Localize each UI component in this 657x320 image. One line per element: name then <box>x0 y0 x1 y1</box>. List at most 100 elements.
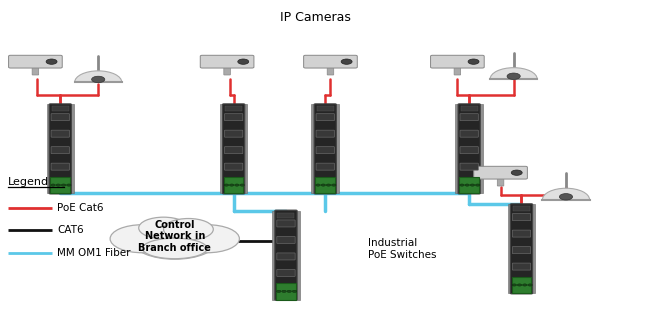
Text: MM OM1 Fiber: MM OM1 Fiber <box>57 248 131 258</box>
FancyBboxPatch shape <box>512 247 531 253</box>
FancyBboxPatch shape <box>304 55 357 68</box>
Circle shape <box>522 284 527 286</box>
FancyBboxPatch shape <box>479 105 483 193</box>
Ellipse shape <box>133 222 217 259</box>
Circle shape <box>91 76 105 83</box>
FancyBboxPatch shape <box>225 114 243 121</box>
FancyBboxPatch shape <box>200 55 254 68</box>
FancyBboxPatch shape <box>275 210 297 300</box>
Text: CAT6: CAT6 <box>57 225 83 236</box>
FancyBboxPatch shape <box>225 130 243 137</box>
FancyBboxPatch shape <box>327 67 334 75</box>
Circle shape <box>229 184 234 186</box>
Circle shape <box>331 184 336 186</box>
Circle shape <box>465 184 470 186</box>
FancyBboxPatch shape <box>315 177 335 193</box>
FancyBboxPatch shape <box>461 106 478 111</box>
FancyBboxPatch shape <box>474 166 528 179</box>
FancyBboxPatch shape <box>311 105 315 193</box>
Circle shape <box>56 184 60 186</box>
FancyBboxPatch shape <box>51 130 70 137</box>
FancyBboxPatch shape <box>512 230 531 237</box>
Circle shape <box>511 170 522 175</box>
Circle shape <box>51 184 55 186</box>
Circle shape <box>559 194 573 200</box>
Text: IP Cameras: IP Cameras <box>280 11 351 24</box>
Circle shape <box>512 284 516 286</box>
FancyBboxPatch shape <box>223 104 245 194</box>
FancyBboxPatch shape <box>510 204 533 294</box>
FancyBboxPatch shape <box>244 105 248 193</box>
FancyBboxPatch shape <box>508 204 512 293</box>
FancyBboxPatch shape <box>430 55 484 68</box>
FancyBboxPatch shape <box>314 104 336 194</box>
FancyBboxPatch shape <box>277 220 295 227</box>
Circle shape <box>224 184 229 186</box>
Wedge shape <box>75 71 122 82</box>
Ellipse shape <box>175 225 239 253</box>
FancyBboxPatch shape <box>454 67 461 75</box>
FancyBboxPatch shape <box>32 67 39 75</box>
FancyBboxPatch shape <box>458 104 480 194</box>
FancyBboxPatch shape <box>497 178 504 186</box>
FancyBboxPatch shape <box>277 253 295 260</box>
Circle shape <box>235 184 239 186</box>
Text: Industrial
PoE Switches: Industrial PoE Switches <box>368 238 436 260</box>
FancyBboxPatch shape <box>512 214 531 220</box>
FancyBboxPatch shape <box>277 213 294 218</box>
FancyBboxPatch shape <box>52 106 69 111</box>
FancyBboxPatch shape <box>455 105 459 193</box>
Circle shape <box>277 290 281 292</box>
Circle shape <box>66 184 71 186</box>
FancyBboxPatch shape <box>220 105 224 193</box>
FancyBboxPatch shape <box>316 147 334 154</box>
Circle shape <box>292 290 297 292</box>
FancyBboxPatch shape <box>296 211 300 300</box>
FancyBboxPatch shape <box>276 283 296 300</box>
FancyBboxPatch shape <box>513 206 530 212</box>
FancyBboxPatch shape <box>459 177 479 193</box>
Circle shape <box>327 184 330 186</box>
Circle shape <box>46 59 57 64</box>
FancyBboxPatch shape <box>51 177 70 193</box>
FancyBboxPatch shape <box>49 104 72 194</box>
FancyBboxPatch shape <box>512 277 532 293</box>
FancyBboxPatch shape <box>47 105 51 193</box>
Circle shape <box>61 184 66 186</box>
Circle shape <box>321 184 326 186</box>
FancyBboxPatch shape <box>224 177 244 193</box>
FancyBboxPatch shape <box>460 114 478 121</box>
FancyBboxPatch shape <box>9 55 62 68</box>
FancyBboxPatch shape <box>316 130 334 137</box>
FancyBboxPatch shape <box>272 211 276 300</box>
FancyBboxPatch shape <box>225 163 243 170</box>
Ellipse shape <box>164 219 214 240</box>
Circle shape <box>460 184 464 186</box>
Circle shape <box>476 184 480 186</box>
Ellipse shape <box>110 225 175 253</box>
FancyBboxPatch shape <box>225 106 242 111</box>
FancyBboxPatch shape <box>277 269 295 276</box>
Circle shape <box>238 59 249 64</box>
FancyBboxPatch shape <box>51 147 70 154</box>
Text: Legend: Legend <box>8 177 49 187</box>
Circle shape <box>240 184 244 186</box>
Ellipse shape <box>143 238 207 259</box>
FancyBboxPatch shape <box>316 163 334 170</box>
Circle shape <box>316 184 321 186</box>
Circle shape <box>470 184 475 186</box>
Circle shape <box>507 73 520 79</box>
Wedge shape <box>543 188 589 200</box>
FancyBboxPatch shape <box>460 130 478 137</box>
Circle shape <box>468 59 479 64</box>
FancyBboxPatch shape <box>335 105 339 193</box>
Wedge shape <box>490 68 537 79</box>
Circle shape <box>528 284 532 286</box>
FancyBboxPatch shape <box>460 163 478 170</box>
FancyBboxPatch shape <box>70 105 74 193</box>
Circle shape <box>517 284 522 286</box>
FancyBboxPatch shape <box>277 236 295 244</box>
FancyBboxPatch shape <box>317 106 334 111</box>
FancyBboxPatch shape <box>512 263 531 270</box>
FancyBboxPatch shape <box>532 204 535 293</box>
